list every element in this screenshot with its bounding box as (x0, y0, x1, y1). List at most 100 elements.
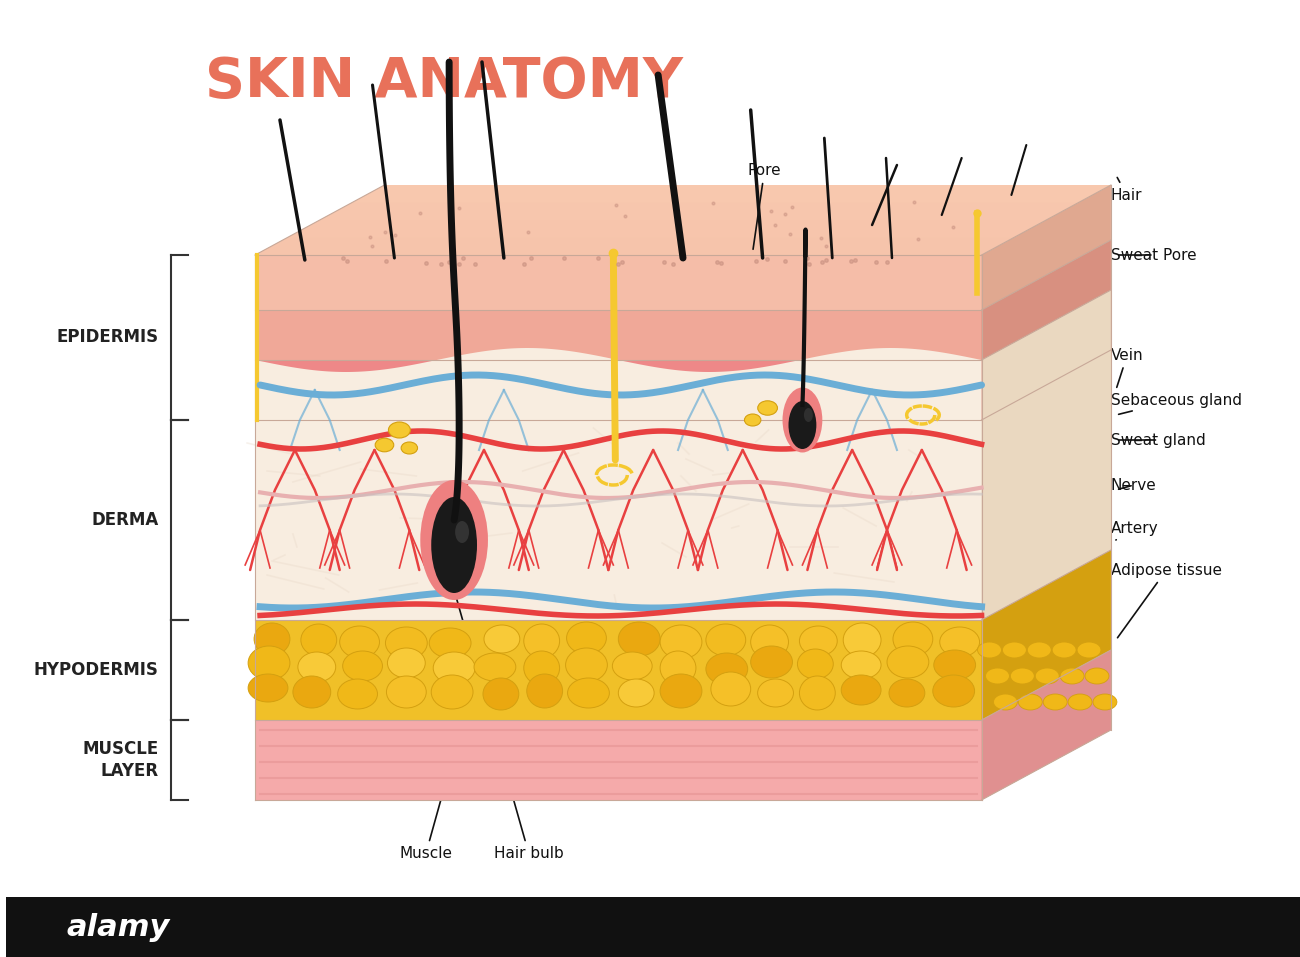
Bar (6, 897, 1300, 957)
Polygon shape (982, 650, 1112, 800)
Ellipse shape (887, 646, 928, 678)
Ellipse shape (758, 401, 777, 415)
Ellipse shape (1093, 694, 1117, 710)
Polygon shape (255, 720, 982, 800)
Text: Sebaceous gland: Sebaceous gland (1112, 392, 1242, 414)
Ellipse shape (660, 625, 702, 659)
Ellipse shape (783, 388, 823, 453)
Ellipse shape (484, 678, 519, 710)
Polygon shape (320, 203, 1079, 220)
Ellipse shape (619, 622, 660, 656)
Polygon shape (982, 650, 1112, 800)
Ellipse shape (660, 651, 696, 685)
Ellipse shape (339, 626, 380, 658)
Ellipse shape (706, 624, 746, 656)
Ellipse shape (619, 679, 654, 707)
Polygon shape (982, 290, 1112, 800)
Text: Artery: Artery (1112, 521, 1158, 540)
Ellipse shape (711, 672, 750, 706)
Text: alamy: alamy (66, 913, 169, 942)
Ellipse shape (376, 438, 394, 452)
Ellipse shape (1086, 668, 1109, 684)
Text: Vein: Vein (1112, 347, 1144, 388)
Ellipse shape (841, 675, 881, 705)
Ellipse shape (706, 653, 748, 685)
Polygon shape (255, 620, 982, 720)
Text: DERMA: DERMA (91, 511, 159, 529)
Ellipse shape (432, 497, 477, 593)
Ellipse shape (889, 679, 924, 707)
Ellipse shape (985, 668, 1009, 684)
Ellipse shape (1052, 642, 1076, 658)
Ellipse shape (758, 679, 793, 707)
Ellipse shape (420, 480, 488, 600)
Polygon shape (982, 185, 1112, 310)
Ellipse shape (797, 649, 833, 679)
Ellipse shape (1002, 642, 1026, 658)
Ellipse shape (612, 652, 653, 680)
Text: Nerve: Nerve (1112, 478, 1157, 493)
Polygon shape (982, 550, 1112, 720)
Ellipse shape (1027, 642, 1052, 658)
Ellipse shape (750, 646, 793, 678)
Ellipse shape (993, 694, 1018, 710)
Ellipse shape (566, 648, 607, 682)
Ellipse shape (1078, 642, 1101, 658)
Polygon shape (982, 350, 1112, 620)
Ellipse shape (745, 414, 760, 426)
Ellipse shape (933, 650, 975, 680)
Ellipse shape (402, 442, 417, 454)
Polygon shape (255, 310, 982, 360)
Ellipse shape (524, 624, 559, 658)
Ellipse shape (432, 675, 473, 709)
Polygon shape (255, 360, 982, 420)
Polygon shape (255, 185, 1112, 255)
Polygon shape (255, 255, 982, 310)
Ellipse shape (1035, 668, 1059, 684)
Ellipse shape (1018, 694, 1043, 710)
Ellipse shape (248, 646, 290, 680)
Ellipse shape (433, 652, 474, 684)
Ellipse shape (844, 623, 881, 657)
Text: Sweat gland: Sweat gland (1112, 433, 1205, 448)
Text: Adipose tissue: Adipose tissue (1112, 563, 1222, 637)
Ellipse shape (429, 628, 471, 658)
Polygon shape (255, 343, 982, 800)
Ellipse shape (526, 674, 563, 708)
Ellipse shape (1044, 694, 1067, 710)
Ellipse shape (524, 651, 559, 685)
Ellipse shape (387, 648, 425, 678)
Ellipse shape (660, 674, 702, 708)
Ellipse shape (389, 422, 411, 438)
Polygon shape (255, 237, 1014, 255)
Ellipse shape (567, 622, 606, 654)
Ellipse shape (841, 651, 881, 679)
Ellipse shape (803, 408, 812, 422)
Polygon shape (255, 720, 982, 800)
Text: SKIN ANATOMY: SKIN ANATOMY (205, 55, 684, 109)
Polygon shape (255, 420, 982, 620)
Ellipse shape (750, 625, 789, 659)
Ellipse shape (386, 627, 428, 659)
Ellipse shape (568, 678, 610, 708)
Ellipse shape (300, 624, 337, 656)
Ellipse shape (484, 625, 520, 653)
Text: Hair: Hair (1112, 177, 1143, 203)
Ellipse shape (933, 675, 975, 707)
Ellipse shape (800, 626, 837, 656)
Ellipse shape (1069, 694, 1092, 710)
Polygon shape (982, 550, 1112, 720)
Text: Pore: Pore (747, 163, 781, 249)
Ellipse shape (298, 652, 335, 682)
Ellipse shape (1061, 668, 1084, 684)
Ellipse shape (893, 622, 933, 656)
Ellipse shape (338, 679, 377, 709)
Text: Muscle: Muscle (399, 790, 452, 861)
Polygon shape (255, 620, 982, 720)
Text: MUSCLE
LAYER: MUSCLE LAYER (82, 740, 159, 780)
Text: EPIDERMIS: EPIDERMIS (56, 328, 159, 346)
Polygon shape (982, 240, 1112, 360)
Ellipse shape (248, 674, 287, 702)
Ellipse shape (978, 642, 1001, 658)
Ellipse shape (1010, 668, 1035, 684)
